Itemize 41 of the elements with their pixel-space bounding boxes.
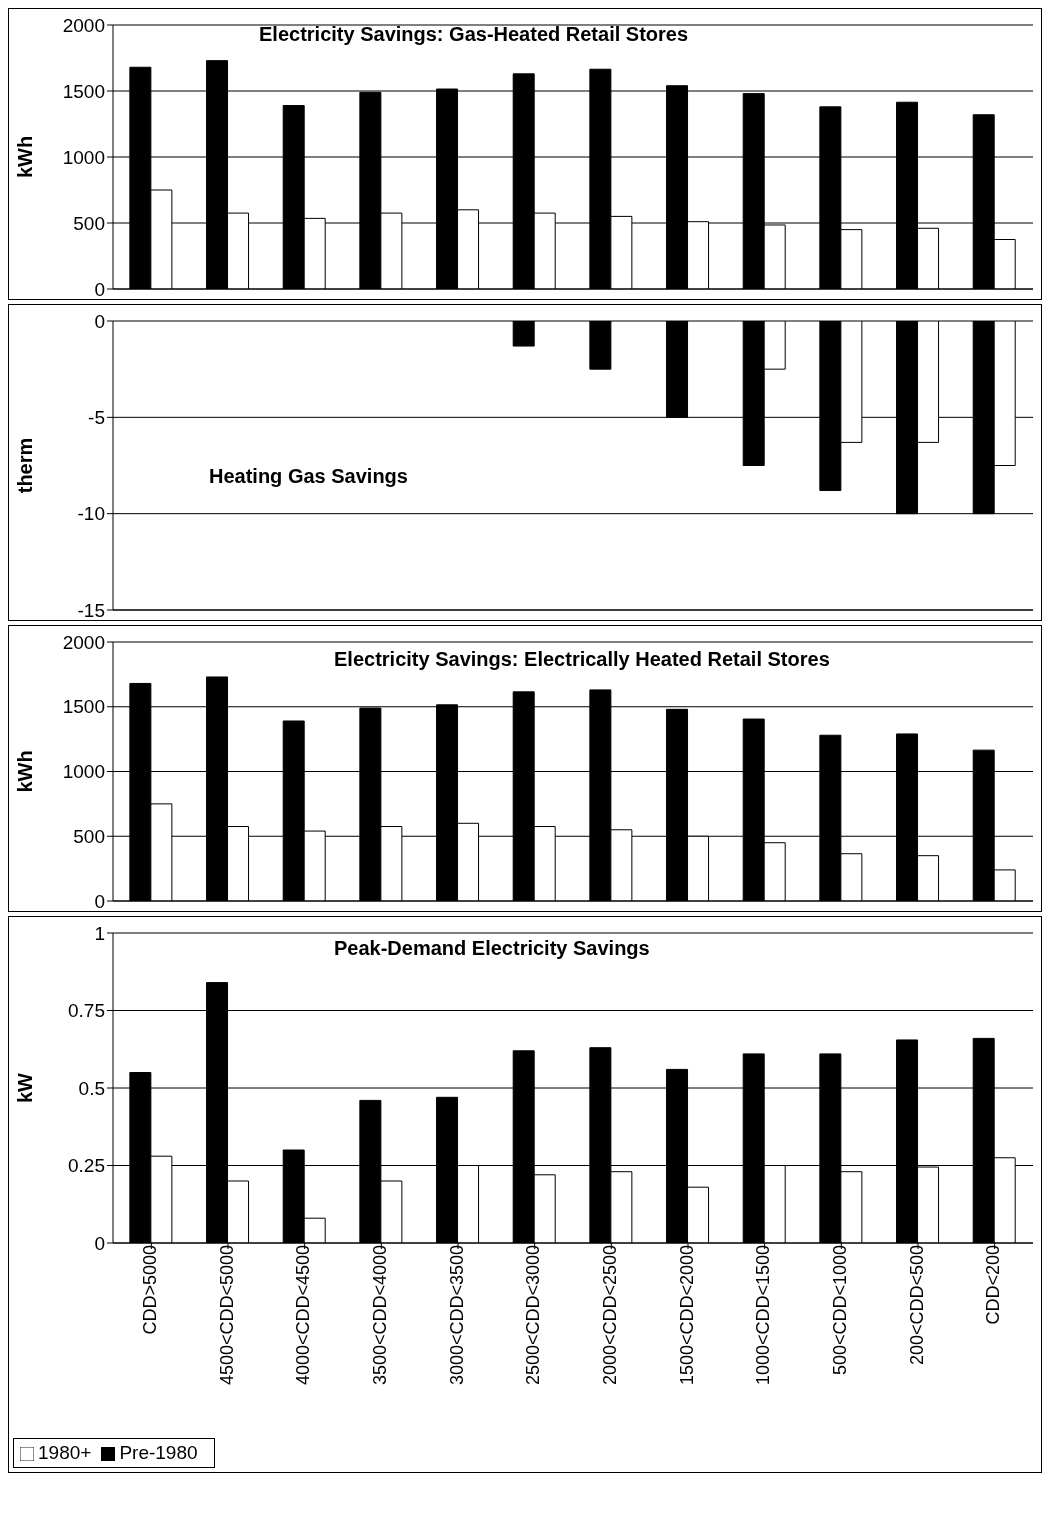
y-tick-label: -10 (77, 503, 105, 525)
x-tick-label: CDD>5000 (140, 1245, 161, 1335)
y-tick-label: -5 (88, 407, 105, 429)
y-tick-label: 1000 (62, 146, 105, 168)
x-tick-label: 2000<CDD<2500 (600, 1245, 621, 1386)
x-tick-label: 4500<CDD<5000 (216, 1245, 237, 1386)
y-tick-label: 0 (94, 310, 105, 332)
legend-label: 1980+ (38, 1442, 92, 1463)
y-axis-title: kWh (14, 750, 37, 793)
y-tick-label: 1000 (62, 761, 105, 783)
y-tick-label: 2000 (62, 631, 105, 653)
y-tick-label: 500 (73, 825, 105, 847)
y-axis-title: kWh (14, 135, 37, 179)
x-tick-label: 4000<CDD<4500 (293, 1245, 314, 1386)
y-tick-label: 0.5 (78, 1077, 105, 1099)
y-axis-title: kW (14, 1072, 37, 1103)
chart-title: Electricity Savings: Gas-Heated Retail Stores (259, 23, 689, 46)
y-tick-label: -15 (77, 599, 105, 621)
y-tick-label: 2000 (62, 14, 105, 36)
y-tick-label: 1500 (62, 80, 105, 102)
text: Heating Gas Savings (209, 465, 408, 488)
x-tick-label: 1000<CDD<1500 (753, 1245, 774, 1386)
y-tick-label: 0 (94, 1232, 105, 1254)
chart-title: Electricity Savings: Electrically Heated Retail Stores (334, 648, 830, 671)
y-tick-label: 1 (94, 922, 105, 944)
y-tick-label: 0 (94, 890, 105, 912)
x-tick-label: 2500<CDD<3000 (523, 1245, 544, 1386)
y-tick-label: 0.25 (68, 1155, 105, 1177)
x-tick-label: 3000<CDD<3500 (446, 1245, 467, 1386)
legend-label: Pre-1980 (119, 1442, 198, 1463)
chart-title: Peak-Demand Electricity Savings (334, 937, 650, 960)
y-tick-label: 500 (73, 212, 105, 234)
y-axis-title: therm (14, 437, 37, 494)
x-tick-label: 1500<CDD<2000 (676, 1245, 697, 1386)
x-tick-label: 3500<CDD<4000 (370, 1245, 391, 1386)
y-tick-label: 1500 (62, 696, 105, 718)
y-tick-label: 0 (94, 278, 105, 300)
y-tick-label: 0.75 (68, 1000, 105, 1022)
x-tick-label: 200<CDD<500 (906, 1245, 927, 1366)
x-tick-label: CDD<200 (983, 1245, 1004, 1325)
x-tick-label: 500<CDD<1000 (830, 1245, 851, 1376)
